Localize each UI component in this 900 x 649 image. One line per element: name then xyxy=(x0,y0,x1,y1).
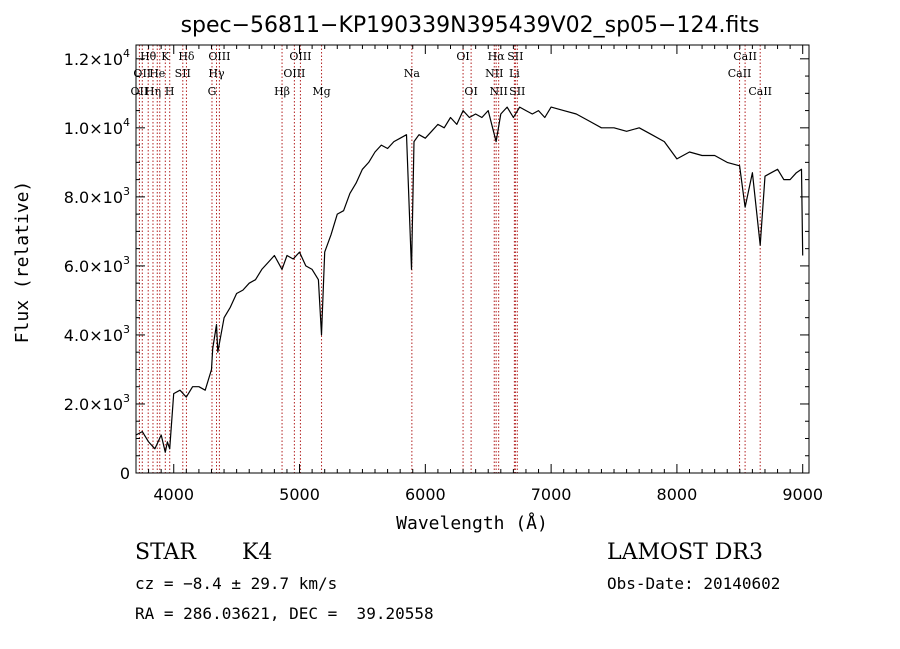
y-axis: 02.0×1034.0×1036.0×1038.0×1031.0×1041.2×… xyxy=(64,47,809,483)
spectral-line-label: OI xyxy=(456,50,469,63)
spectral-line-label: OIII xyxy=(283,67,305,80)
y-tick-label: 0 xyxy=(120,464,130,483)
chart-title: spec−56811−KP190339N395439V02_sp05−124.f… xyxy=(181,13,760,38)
spectral-line-label: NII xyxy=(485,67,503,80)
spectral-line-label: Hθ xyxy=(140,50,157,63)
y-tick-exponent: 4 xyxy=(123,47,130,60)
spectral-line-label: SII xyxy=(509,85,525,98)
y-tick-exponent: 4 xyxy=(123,116,130,129)
spectral-line-label: OIII xyxy=(208,50,230,63)
spectral-line-label: CaII xyxy=(748,85,772,98)
spectral-line-label: OII xyxy=(131,85,149,98)
y-tick-exponent: 3 xyxy=(123,185,130,198)
spectral-line-label: He xyxy=(149,67,165,80)
y-tick-label: 4.0×103 xyxy=(64,323,130,345)
spectral-line-label: Hα xyxy=(488,50,506,63)
spectral-subclass: K4 xyxy=(242,540,273,565)
spectral-line-label: Hγ xyxy=(208,67,225,80)
spectral-line-label: Hδ xyxy=(178,50,195,63)
x-axis-label: Wavelength (Å) xyxy=(396,512,548,534)
y-tick-mantissa: 1.2×10 xyxy=(64,50,123,69)
redshift-readout: cz = −8.4 ± 29.7 km/s xyxy=(135,574,338,593)
spectral-line-label: OI xyxy=(464,85,477,98)
sky-coordinates: RA = 286.03621, DEC = 39.20558 xyxy=(135,604,434,623)
spectral-line-label: CaII xyxy=(733,50,757,63)
y-tick-label: 1.2×104 xyxy=(64,47,130,69)
spectral-line-label: Mg xyxy=(312,85,330,98)
spectral-line-label: Li xyxy=(509,67,520,80)
spectral-line-markers xyxy=(138,45,761,473)
x-tick-label: 9000 xyxy=(782,485,823,504)
y-tick-mantissa: 2.0×10 xyxy=(64,395,123,414)
spectral-line-label: H xyxy=(165,85,175,98)
observation-date: Obs-Date: 20140602 xyxy=(607,574,781,593)
spectral-line-labels: OIIOIIHθHηHeKHSIIHδGHγOIIIHβOIIIOIIIMgNa… xyxy=(131,50,772,98)
y-tick-mantissa: 1.0×10 xyxy=(64,119,123,138)
spectral-line-label: G xyxy=(208,85,217,98)
spectral-line-label: CaII xyxy=(728,67,752,80)
spectral-line-label: Na xyxy=(404,67,421,80)
spectral-line-label: OIII xyxy=(289,50,311,63)
x-tick-label: 7000 xyxy=(531,485,572,504)
y-tick-exponent: 3 xyxy=(123,254,130,267)
spectral-line-label: OII xyxy=(133,67,151,80)
x-tick-label: 5000 xyxy=(279,485,320,504)
y-tick-label: 6.0×103 xyxy=(64,254,130,276)
y-tick-exponent: 3 xyxy=(123,392,130,405)
y-tick-label: 1.0×104 xyxy=(64,116,130,138)
spectral-line-label: Hβ xyxy=(274,85,290,98)
y-tick-mantissa: 4.0×10 xyxy=(64,326,123,345)
spectral-line-label: SII xyxy=(507,50,523,63)
y-tick-label: 2.0×103 xyxy=(64,392,130,414)
spectral-line-label: NII xyxy=(490,85,508,98)
y-tick-mantissa: 0 xyxy=(120,464,130,483)
plot-frame xyxy=(135,44,810,474)
spectral-line-label: Hη xyxy=(145,85,161,98)
x-axis: 4000 5000 6000 7000 8000 9000 xyxy=(135,45,823,504)
y-tick-label: 8.0×103 xyxy=(64,185,130,207)
y-tick-mantissa: 8.0×10 xyxy=(64,188,123,207)
spectral-line-label: SII xyxy=(175,67,191,80)
x-tick-label: 4000 xyxy=(153,485,194,504)
spectral-line-label: K xyxy=(161,50,170,63)
series-layer xyxy=(135,106,804,453)
y-tick-mantissa: 6.0×10 xyxy=(64,257,123,276)
x-tick-label: 6000 xyxy=(405,485,446,504)
x-tick-label: 8000 xyxy=(657,485,698,504)
y-axis-label: Flux (relative) xyxy=(12,181,33,344)
survey-name: LAMOST DR3 xyxy=(607,540,763,565)
spectrum-series-line xyxy=(135,106,804,453)
object-type: STAR xyxy=(135,540,196,565)
y-tick-exponent: 3 xyxy=(123,323,130,336)
